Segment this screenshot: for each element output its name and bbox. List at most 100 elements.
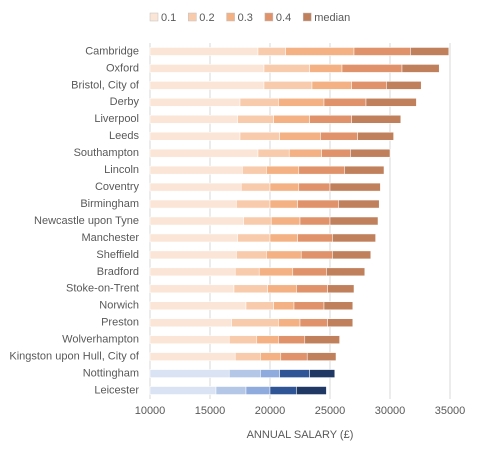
y-tick-label: Leicester (94, 384, 139, 396)
bar-segment (338, 199, 380, 209)
legend-swatch (149, 12, 159, 22)
bar-segment (215, 386, 247, 395)
bar-segment (278, 318, 301, 327)
x-tick-label: 10000 (135, 405, 166, 417)
bar-segment (228, 369, 261, 378)
bar-segment (332, 233, 376, 243)
y-tick-label: Birmingham (80, 198, 139, 210)
bar-segment (300, 250, 333, 260)
legend-label: 0.4 (276, 12, 291, 24)
bar-segment (149, 165, 243, 175)
bar-segment (292, 267, 327, 277)
bar-segment (239, 98, 279, 107)
bar-segment (234, 267, 260, 277)
y-tick-label: Nottingham (83, 367, 139, 379)
y-tick-label: Coventry (95, 181, 140, 193)
bar-segment (365, 98, 417, 107)
y-tick-label: Wolverhampton (62, 334, 139, 346)
bar-segment (266, 250, 302, 260)
bar-segment (351, 115, 402, 124)
bar-segment (245, 386, 271, 395)
bar-segment (386, 81, 422, 90)
bar-segment (149, 64, 265, 73)
bar-segment (293, 301, 325, 311)
bar-segment (357, 131, 394, 141)
bar-segment (273, 115, 310, 124)
bar-segment (236, 250, 267, 260)
bar-segment (273, 301, 295, 311)
x-axis-label: ANNUAL SALARY (£) (247, 429, 354, 441)
bar-segment (311, 81, 352, 90)
y-tick-label: Newcastle upon Tyne (34, 215, 139, 227)
bar-segment (257, 148, 290, 158)
bar-segment (234, 352, 261, 361)
y-tick-label: Bristol, City of (71, 79, 140, 91)
bar-segment (240, 182, 271, 192)
bar-segment (266, 165, 300, 175)
bar-segment (299, 216, 331, 226)
bar-segment (401, 64, 440, 73)
bar-segment (306, 352, 337, 361)
y-tick-label: Southampton (74, 147, 139, 159)
bar-segment (320, 131, 358, 141)
bar-segment (329, 182, 381, 192)
bar-segment (323, 98, 367, 107)
bar-segment (256, 335, 279, 344)
bar-segment (237, 115, 274, 124)
bar-segment (149, 284, 235, 294)
bar-segment (149, 148, 259, 158)
bar-segment (269, 199, 298, 209)
bar-segment (296, 284, 328, 294)
bar-segment (279, 369, 310, 378)
bar-segment (236, 199, 271, 209)
bar-segment (309, 369, 336, 378)
bar-segment (410, 47, 450, 56)
x-tick-label: 30000 (375, 405, 406, 417)
bar-segment (279, 131, 321, 141)
bar-segment (327, 318, 354, 327)
bar-segment (297, 199, 339, 209)
bar-segment (149, 216, 244, 226)
bar-segment (228, 335, 258, 344)
y-tick-label: Lincoln (104, 164, 139, 176)
bar-segment (309, 64, 343, 73)
bar-segment (332, 250, 372, 260)
bar-segment (327, 284, 355, 294)
bar-segment (341, 64, 403, 73)
bar-segment (269, 386, 297, 395)
bar-segment (288, 148, 322, 158)
bar-segment (149, 98, 241, 107)
bar-segment (299, 318, 328, 327)
legend-swatch (226, 12, 235, 22)
bar-segment (149, 81, 265, 90)
bar-segment (237, 233, 271, 243)
y-tick-label: Sheffield (96, 249, 139, 261)
bar-segment (257, 47, 286, 56)
bar-segment (149, 318, 232, 327)
bar-segment (326, 267, 366, 277)
bar-segment (344, 165, 385, 175)
legend-swatch (302, 12, 312, 22)
y-tick-label: Oxford (106, 62, 139, 74)
bar-segment (149, 182, 242, 192)
y-tick-label: Cambridge (85, 45, 139, 57)
legend-label: 0.2 (199, 12, 214, 24)
bar-segment (323, 301, 354, 311)
bar-segment (263, 81, 313, 90)
bar-segment (309, 115, 352, 124)
bar-segment (149, 131, 241, 141)
bar-segment (231, 318, 279, 327)
y-tick-label: Kingston upon Hull, City of (9, 351, 140, 363)
bar-segment (149, 352, 236, 361)
bar-segment (149, 233, 238, 243)
legend-label: 0.1 (161, 12, 176, 24)
bar-segment (149, 369, 230, 378)
legend-label: median (314, 12, 350, 24)
legend-swatch (264, 12, 274, 22)
bar-segment (258, 267, 294, 277)
bar-segment (149, 301, 247, 311)
bar-segment (263, 64, 310, 73)
bar-segment (239, 131, 280, 141)
y-tick-label: Manchester (82, 232, 140, 244)
